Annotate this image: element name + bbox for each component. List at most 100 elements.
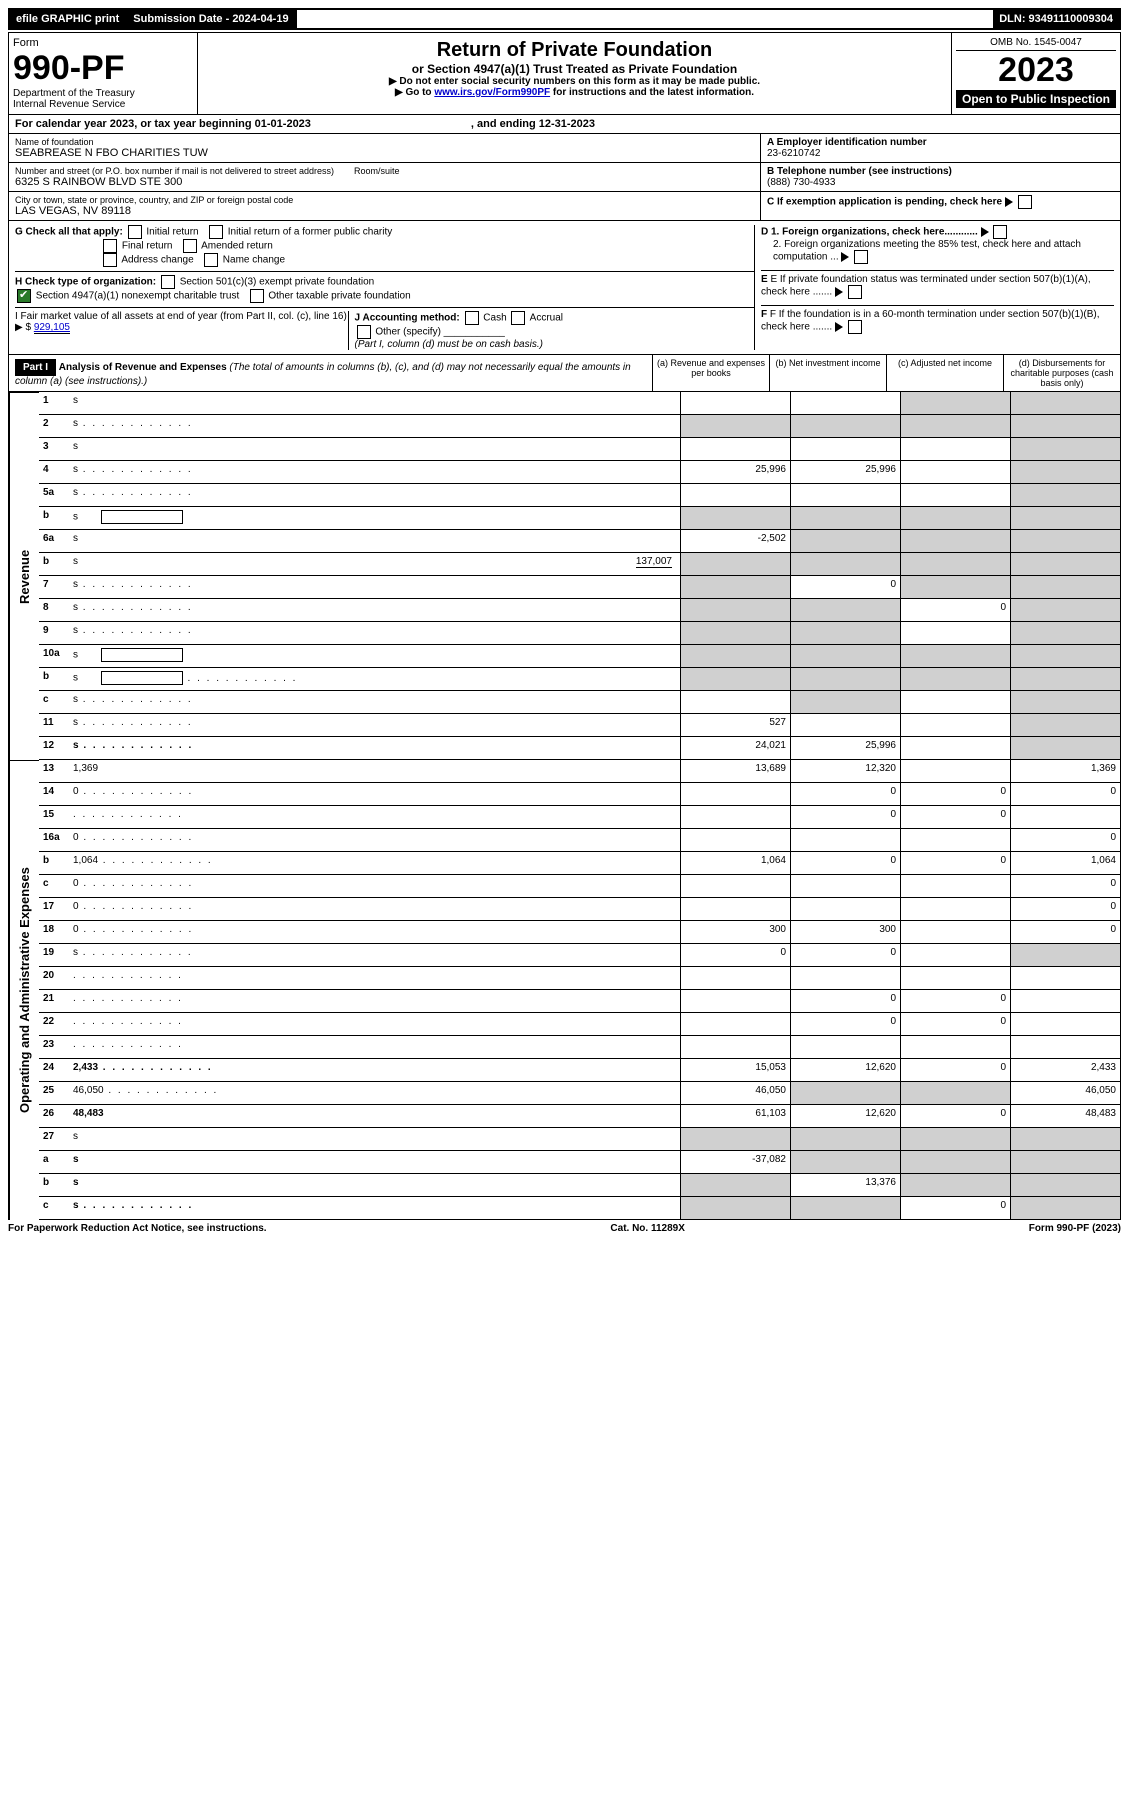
amt-cell: [900, 1036, 1010, 1059]
amt-cell: [680, 1013, 790, 1036]
col-d-head: (d) Disbursements for charitable purpose…: [1003, 355, 1120, 391]
line-no: b: [39, 668, 69, 691]
name-label: Name of foundation: [15, 137, 754, 147]
g-opt-0: Initial return: [146, 227, 198, 238]
efile-label[interactable]: efile GRAPHIC print: [10, 10, 127, 28]
instr-2-pre: ▶ Go to: [395, 87, 434, 98]
cal-end: , and ending 12-31-2023: [471, 118, 595, 130]
amt-cell: 1,064: [680, 852, 790, 875]
d1-checkbox[interactable]: [993, 225, 1007, 239]
line-no: 13: [39, 760, 69, 783]
amt-shaded: [790, 1128, 900, 1151]
dept: Department of the Treasury: [13, 88, 193, 99]
line-desc: s: [69, 1128, 680, 1151]
j-other-checkbox[interactable]: [357, 325, 371, 339]
amt-cell: 0: [790, 852, 900, 875]
amt-cell: [680, 691, 790, 714]
line-no: b: [39, 507, 69, 530]
line-desc: s: [69, 438, 680, 461]
g-amended-checkbox[interactable]: [183, 239, 197, 253]
amt-shaded: [790, 668, 900, 691]
amt-cell: [900, 691, 1010, 714]
g-initial-former-checkbox[interactable]: [209, 225, 223, 239]
amt-shaded: [1010, 415, 1120, 438]
line-no: 10a: [39, 645, 69, 668]
d2-checkbox[interactable]: [854, 250, 868, 264]
amt-shaded: [1010, 438, 1120, 461]
amt-shaded: [900, 1128, 1010, 1151]
f-checkbox[interactable]: [848, 320, 862, 334]
amt-shaded: [1010, 484, 1120, 507]
e-checkbox[interactable]: [848, 285, 862, 299]
form-link[interactable]: www.irs.gov/Form990PF: [434, 87, 550, 98]
amt-shaded: [1010, 599, 1120, 622]
j-accrual-checkbox[interactable]: [511, 311, 525, 325]
line-desc: 1,064: [69, 852, 680, 875]
amt-cell: [680, 806, 790, 829]
line-desc: s: [69, 645, 680, 668]
amt-cell: 0: [1010, 783, 1120, 806]
line-desc: s: [69, 530, 680, 553]
line-no: 23: [39, 1036, 69, 1059]
amt-cell: [790, 484, 900, 507]
line-no: c: [39, 875, 69, 898]
line-desc: s: [69, 737, 680, 760]
amt-cell: [790, 898, 900, 921]
amt-shaded: [680, 622, 790, 645]
line-no: 26: [39, 1105, 69, 1128]
h-4947-checkbox[interactable]: [17, 289, 31, 303]
h-501c3-checkbox[interactable]: [161, 275, 175, 289]
amt-shaded: [1010, 737, 1120, 760]
g-address-checkbox[interactable]: [103, 253, 117, 267]
j-cash-checkbox[interactable]: [465, 311, 479, 325]
g-final-checkbox[interactable]: [103, 239, 117, 253]
h-other-checkbox[interactable]: [250, 289, 264, 303]
amt-cell: [790, 438, 900, 461]
amt-shaded: [900, 1151, 1010, 1174]
line-desc: s: [69, 1151, 680, 1174]
line-desc: s: [69, 714, 680, 737]
line-desc: s: [69, 484, 680, 507]
side-label: Revenue: [9, 392, 39, 760]
line-no: 2: [39, 415, 69, 438]
analysis-table: Revenue1s2s3s4s25,99625,9965asbs 6as-2,5…: [8, 392, 1121, 1220]
amt-cell: [1010, 806, 1120, 829]
g-name-checkbox[interactable]: [204, 253, 218, 267]
line-no: 9: [39, 622, 69, 645]
top-bar: efile GRAPHIC print Submission Date - 20…: [8, 8, 1121, 30]
footer-mid: Cat. No. 11289X: [610, 1223, 684, 1234]
line-desc: s: [69, 599, 680, 622]
footer: For Paperwork Reduction Act Notice, see …: [8, 1220, 1121, 1237]
amt-shaded: [790, 530, 900, 553]
amt-cell: [900, 737, 1010, 760]
amt-cell: 527: [680, 714, 790, 737]
amt-cell: 0: [790, 783, 900, 806]
amt-shaded: [900, 1082, 1010, 1105]
amt-cell: [680, 438, 790, 461]
i-value[interactable]: 929,105: [34, 322, 70, 334]
amt-shaded: [790, 645, 900, 668]
instr-2-post: for instructions and the latest informat…: [550, 87, 754, 98]
line-no: 17: [39, 898, 69, 921]
amt-cell: 0: [790, 576, 900, 599]
amt-cell: 25,996: [680, 461, 790, 484]
amt-shaded: [680, 1128, 790, 1151]
amt-cell: 300: [680, 921, 790, 944]
phone-label: B Telephone number (see instructions): [767, 166, 1114, 177]
c-checkbox[interactable]: [1018, 195, 1032, 209]
amt-cell: 13,689: [680, 760, 790, 783]
amt-cell: [680, 967, 790, 990]
amt-cell: [900, 875, 1010, 898]
line-no: 12: [39, 737, 69, 760]
addr-label: Number and street (or P.O. box number if…: [15, 166, 754, 176]
col-a-head: (a) Revenue and expenses per books: [652, 355, 769, 391]
amt-cell: [1010, 1013, 1120, 1036]
amt-shaded: [900, 507, 1010, 530]
amt-shaded: [1010, 1151, 1120, 1174]
instr-1: ▶ Do not enter social security numbers o…: [204, 76, 945, 87]
g-initial-checkbox[interactable]: [128, 225, 142, 239]
amt-cell: 46,050: [680, 1082, 790, 1105]
line-no: 27: [39, 1128, 69, 1151]
line-desc: 0: [69, 783, 680, 806]
amt-cell: [1010, 990, 1120, 1013]
